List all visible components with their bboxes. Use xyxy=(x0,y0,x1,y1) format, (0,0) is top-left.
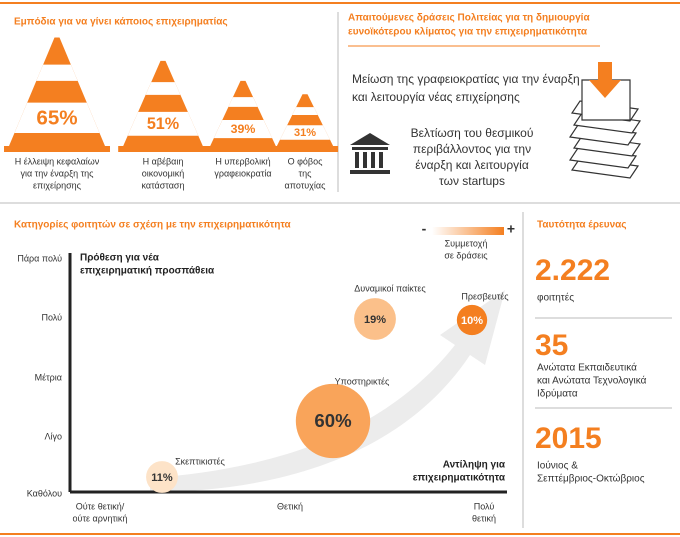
action-text: Βελτίωση του θεσμικού xyxy=(411,126,534,140)
action-text: και λειτουργία νέας επιχείρησης xyxy=(352,90,520,104)
y-tick-label: Καθόλου xyxy=(27,488,62,498)
y-tick-label: Μέτρια xyxy=(35,372,62,382)
cone-caption: Η υπερβολική xyxy=(215,156,270,166)
cone-caption: Η αβέβαιη xyxy=(143,156,184,166)
fact-text: Ιούνιος & xyxy=(537,460,578,472)
cone-caption: αποτυχίας xyxy=(285,180,327,190)
section-title: Εμπόδια για να γίνει κάποιος επιχειρηματ… xyxy=(14,17,228,28)
cone-base xyxy=(205,146,281,152)
cone-caption: επιχείρησης xyxy=(33,180,82,190)
y-tick-label: Πολύ xyxy=(41,312,62,322)
cone-base xyxy=(4,146,110,152)
building-icon xyxy=(350,133,390,174)
x-axis-title: επιχειρηματικότητα xyxy=(413,473,506,484)
cone-value: 51% xyxy=(147,115,179,133)
section-title: Ταυτότητα έρευνας xyxy=(537,220,626,231)
cone-base xyxy=(118,146,208,152)
bubble-value: 60% xyxy=(314,410,352,431)
y-tick-label: Λίγο xyxy=(44,431,62,441)
cone-stripe xyxy=(213,119,273,139)
cone-stripe xyxy=(279,125,331,140)
y-axis-title: επιχειρηματική προσπάθεια xyxy=(80,266,215,277)
bubble-name: Δυναμικοί παίκτες xyxy=(354,283,426,293)
fact-text: Ιδρύματα xyxy=(537,388,578,400)
bubble-name: Σκεπτικιστές xyxy=(175,456,225,466)
fact-text: Σεπτέμβριος-Οκτώβριος xyxy=(537,473,645,485)
cone-caption: για την έναρξη της xyxy=(20,168,94,178)
legend-gradient xyxy=(432,227,504,235)
cone-caption: γραφειοκρατία xyxy=(214,168,271,178)
legend-minus: - xyxy=(422,221,427,237)
x-tick-label: ούτε αρνητική xyxy=(73,513,128,523)
cone-value: 39% xyxy=(231,122,256,136)
legend-plus: + xyxy=(507,221,515,237)
fact-figure: 2015 xyxy=(535,422,602,455)
action-text: έναρξη και λειτουργία xyxy=(415,158,529,172)
cone-stripe xyxy=(36,64,78,81)
section-title: Απαιτούμενες δράσεις Πολιτείας για τη δη… xyxy=(348,13,590,24)
legend-label: Συμμετοχή xyxy=(445,238,488,248)
fact-text: Ανώτατα Εκπαιδευτικά xyxy=(537,362,637,374)
action-text: περιβάλλοντος για την xyxy=(413,142,531,156)
y-axis-title: Πρόθεση για νέα xyxy=(80,253,160,264)
cone-caption: της xyxy=(299,168,313,178)
bubble-name: Πρεσβευτές xyxy=(461,291,509,301)
y-tick-label: Πάρα πολύ xyxy=(17,253,62,263)
cone-caption: Η έλλειψη κεφαλαίων xyxy=(15,156,100,166)
bubble xyxy=(295,383,371,459)
bubble xyxy=(354,298,396,340)
fact-figure: 2.222 xyxy=(535,254,610,287)
cone-value: 31% xyxy=(294,127,316,139)
bubble-name: Υποστηρικτές xyxy=(335,376,390,386)
section-title: ευνοϊκότερου κλίματος για την επιχειρημα… xyxy=(348,27,588,38)
action-text: των startups xyxy=(439,174,505,188)
section-title: Κατηγορίες φοιτητών σε σχέση με την επιχ… xyxy=(14,220,292,231)
x-axis-title: Αντίληψη για xyxy=(443,460,506,471)
cone-caption: Ο φόβος xyxy=(288,156,324,166)
x-tick-label: Ούτε θετική/ xyxy=(76,501,125,511)
cone-stripe xyxy=(292,107,318,115)
cone-stripe xyxy=(145,82,181,95)
cone-base xyxy=(271,146,339,152)
cone-stripe xyxy=(228,97,258,107)
fact-figure: 35 xyxy=(535,329,568,362)
bubble-value: 11% xyxy=(151,472,173,484)
x-tick-label: θετική xyxy=(472,513,496,523)
papers-icon xyxy=(568,62,642,179)
cone-stripe xyxy=(14,102,100,133)
fact-text: και Ανώτατα Τεχνολογικά xyxy=(537,375,647,387)
bubble-value: 19% xyxy=(364,314,386,326)
bubble xyxy=(456,304,488,336)
fact-text: φοιτητές xyxy=(537,292,574,304)
x-tick-label: Θετική xyxy=(277,501,303,511)
legend-label: σε δράσεις xyxy=(444,250,488,260)
cone-caption: οικονομική xyxy=(142,168,185,178)
action-text: Μείωση της γραφειοκρατίας για την έναρξη xyxy=(352,72,580,86)
cone-stripe xyxy=(127,111,199,136)
bubble xyxy=(146,461,178,493)
x-tick-label: Πολύ xyxy=(474,501,495,511)
cone-caption: κατάσταση xyxy=(142,180,185,190)
cone-value: 65% xyxy=(36,106,77,129)
bubble-value: 10% xyxy=(461,315,483,327)
